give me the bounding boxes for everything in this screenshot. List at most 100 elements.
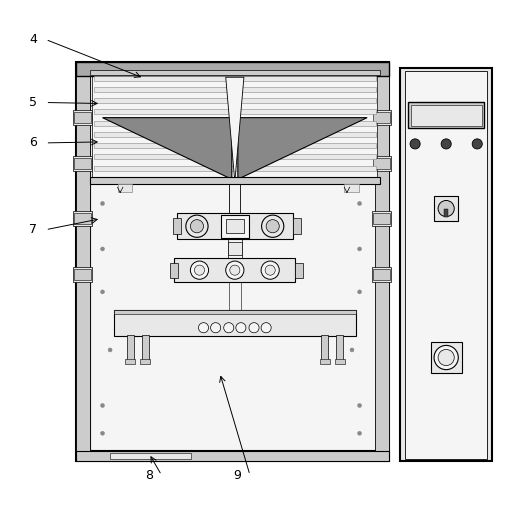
Circle shape <box>358 202 362 206</box>
Polygon shape <box>238 118 367 179</box>
Circle shape <box>224 323 234 333</box>
Bar <box>94 121 376 126</box>
Circle shape <box>261 323 271 333</box>
Circle shape <box>438 201 454 216</box>
Bar <box>94 143 376 148</box>
Circle shape <box>100 431 105 435</box>
Bar <box>293 218 301 234</box>
Bar <box>73 155 92 171</box>
Bar <box>173 218 181 234</box>
Circle shape <box>190 219 204 233</box>
Bar <box>411 105 482 126</box>
Bar <box>90 177 380 184</box>
Bar <box>177 213 293 239</box>
Bar <box>118 184 132 192</box>
Bar <box>226 219 244 233</box>
Bar <box>114 309 356 336</box>
Bar <box>73 211 92 226</box>
Bar <box>373 157 390 169</box>
Bar <box>228 242 242 255</box>
Bar <box>76 62 389 76</box>
Circle shape <box>358 431 362 435</box>
Bar <box>335 359 345 364</box>
Circle shape <box>198 323 209 333</box>
Circle shape <box>230 265 240 275</box>
Circle shape <box>186 215 208 237</box>
Bar <box>229 184 240 213</box>
Bar <box>405 71 487 459</box>
Bar <box>76 451 389 461</box>
Bar <box>400 68 492 461</box>
Bar <box>434 197 459 220</box>
Bar <box>344 184 359 192</box>
Bar <box>221 214 249 238</box>
Bar <box>228 239 242 259</box>
Bar <box>372 155 391 171</box>
Circle shape <box>261 261 279 279</box>
Circle shape <box>100 202 105 206</box>
Circle shape <box>211 323 221 333</box>
Bar <box>94 98 376 103</box>
Circle shape <box>108 348 112 352</box>
Bar <box>74 112 91 123</box>
Bar <box>321 335 328 360</box>
Bar <box>73 267 92 282</box>
Bar <box>336 335 343 360</box>
Bar <box>94 76 376 81</box>
Bar <box>320 359 330 364</box>
Bar <box>125 359 135 364</box>
Circle shape <box>236 323 246 333</box>
Circle shape <box>358 403 362 407</box>
Circle shape <box>249 323 259 333</box>
Circle shape <box>410 139 420 149</box>
Bar <box>140 359 150 364</box>
Circle shape <box>190 261 209 279</box>
Bar <box>92 75 377 181</box>
Circle shape <box>438 350 454 366</box>
Circle shape <box>441 139 451 149</box>
Bar <box>375 62 389 461</box>
Bar <box>373 112 390 123</box>
Bar <box>74 157 91 169</box>
Bar <box>430 342 462 373</box>
Text: 6: 6 <box>29 137 37 149</box>
Bar <box>372 267 391 282</box>
Bar <box>74 269 91 280</box>
Bar <box>90 70 380 75</box>
Bar <box>372 110 391 125</box>
Bar <box>444 209 448 216</box>
Circle shape <box>226 261 244 279</box>
Bar <box>373 213 390 224</box>
Circle shape <box>265 265 275 275</box>
Bar <box>174 258 295 282</box>
Bar <box>73 110 92 125</box>
Bar <box>127 335 134 360</box>
Circle shape <box>472 139 482 149</box>
Text: 4: 4 <box>29 33 37 46</box>
Circle shape <box>100 403 105 407</box>
Circle shape <box>350 348 354 352</box>
Bar <box>372 211 391 226</box>
Circle shape <box>358 290 362 294</box>
Text: 8: 8 <box>145 469 153 482</box>
Bar <box>94 154 376 160</box>
Bar <box>295 263 303 278</box>
Circle shape <box>100 290 105 294</box>
Text: 9: 9 <box>233 469 241 482</box>
Text: 7: 7 <box>29 223 37 236</box>
Bar <box>142 335 149 360</box>
Bar <box>94 132 376 137</box>
Bar <box>76 62 389 461</box>
Bar <box>76 62 90 461</box>
Bar <box>170 263 178 278</box>
Circle shape <box>100 247 105 251</box>
Bar <box>90 70 380 450</box>
Circle shape <box>194 265 205 275</box>
Bar <box>408 103 484 128</box>
Circle shape <box>358 247 362 251</box>
Circle shape <box>434 345 459 370</box>
Bar <box>94 87 376 92</box>
Bar <box>94 166 376 171</box>
Circle shape <box>266 219 279 233</box>
Polygon shape <box>103 118 232 179</box>
